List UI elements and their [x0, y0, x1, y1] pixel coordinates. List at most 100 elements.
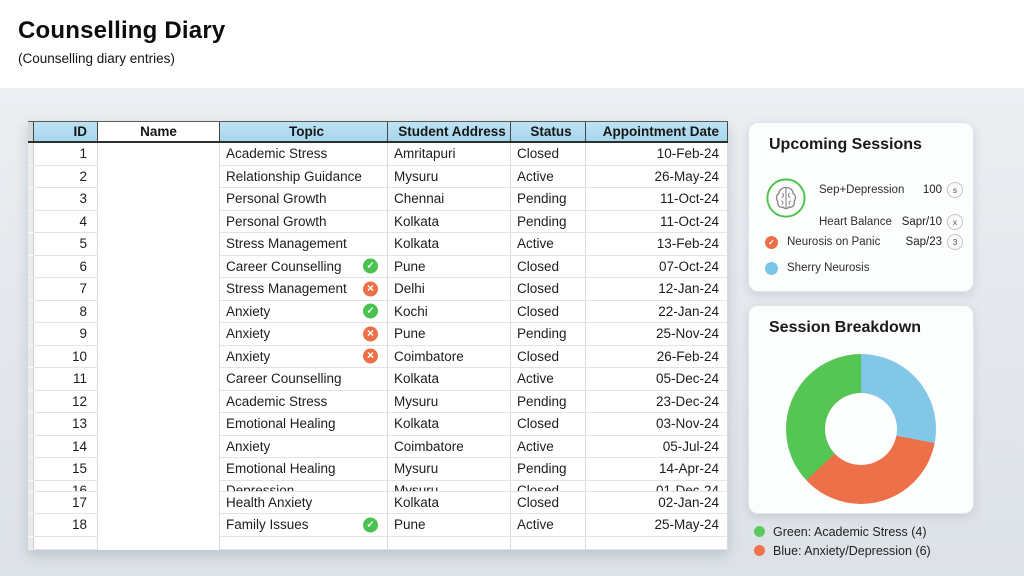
session-badge[interactable]: x [947, 214, 963, 230]
table-row[interactable]: 18 Family Issues ✓ Pune Active 25-May-24 [28, 514, 728, 537]
cell-date[interactable] [586, 536, 728, 550]
cell-name[interactable] [98, 278, 220, 301]
table-row[interactable]: 16 Depression Mysuru Closed 01-Dec-24 [28, 480, 728, 492]
cell-status[interactable]: Closed [511, 413, 586, 436]
cell-topic[interactable]: Anxiety [220, 435, 388, 458]
cell-address[interactable] [388, 536, 511, 550]
cell-date[interactable]: 26-May-24 [586, 165, 728, 188]
cell-status[interactable]: Pending [511, 323, 586, 346]
table-row[interactable]: 8 Anxiety ✓ Kochi Closed 22-Jan-24 [28, 300, 728, 323]
cell-status[interactable]: Active [511, 435, 586, 458]
session-item[interactable]: Sep+Depression 100 s [819, 180, 963, 200]
cell-status[interactable]: Active [511, 514, 586, 537]
cell-date[interactable]: 23-Dec-24 [586, 390, 728, 413]
cell-address[interactable]: Kolkata [388, 210, 511, 233]
cell-topic[interactable]: Emotional Healing [220, 458, 388, 481]
cell-name[interactable] [98, 480, 220, 492]
cell-id[interactable]: 14 [34, 435, 98, 458]
cell-id[interactable]: 10 [34, 345, 98, 368]
cell-topic[interactable]: Family Issues ✓ [220, 514, 388, 537]
table-row[interactable]: 13 Emotional Healing Kolkata Closed 03-N… [28, 413, 728, 436]
cell-date[interactable]: 01-Dec-24 [586, 480, 728, 492]
cell-name[interactable] [98, 165, 220, 188]
cell-address[interactable]: Coimbatore [388, 345, 511, 368]
cell-status[interactable]: Closed [511, 480, 586, 492]
cell-name[interactable] [98, 458, 220, 481]
cell-date[interactable]: 03-Nov-24 [586, 413, 728, 436]
cell-status[interactable]: Closed [511, 278, 586, 301]
table-row[interactable]: 5 Stress Management Kolkata Active 13-Fe… [28, 233, 728, 256]
cell-id[interactable]: 5 [34, 233, 98, 256]
cell-status[interactable]: Active [511, 368, 586, 391]
cell-topic[interactable]: Stress Management [220, 233, 388, 256]
cell-id[interactable]: 15 [34, 458, 98, 481]
cell-status[interactable]: Closed [511, 491, 586, 514]
cell-topic[interactable] [220, 536, 388, 550]
cell-name[interactable] [98, 368, 220, 391]
cell-status[interactable]: Active [511, 233, 586, 256]
donut-chart[interactable] [786, 354, 936, 504]
column-header-status[interactable]: Status [511, 122, 586, 141]
cell-date[interactable]: 12-Jan-24 [586, 278, 728, 301]
cell-topic[interactable]: Personal Growth [220, 188, 388, 211]
table-row[interactable]: 9 Anxiety ✕ Pune Pending 25-Nov-24 [28, 323, 728, 346]
cell-id[interactable]: 18 [34, 514, 98, 537]
cell-address[interactable]: Kochi [388, 300, 511, 323]
session-item[interactable]: Heart Balance Sapr/10 x [819, 212, 963, 232]
cell-address[interactable]: Kolkata [388, 491, 511, 514]
cell-topic[interactable]: Personal Growth [220, 210, 388, 233]
table-row[interactable]: 14 Anxiety Coimbatore Active 05-Jul-24 [28, 435, 728, 458]
cell-topic[interactable]: Relationship Guidance [220, 165, 388, 188]
cell-name[interactable] [98, 491, 220, 514]
cell-id[interactable]: 2 [34, 165, 98, 188]
cell-id[interactable] [34, 536, 98, 550]
cell-name[interactable] [98, 435, 220, 458]
cell-topic[interactable]: Career Counselling [220, 368, 388, 391]
cell-address[interactable]: Mysuru [388, 165, 511, 188]
cell-name[interactable] [98, 345, 220, 368]
cell-id[interactable]: 16 [34, 480, 98, 492]
table-row[interactable]: 12 Academic Stress Mysuru Pending 23-Dec… [28, 390, 728, 413]
session-badge[interactable]: s [947, 182, 963, 198]
table-row[interactable]: 10 Anxiety ✕ Coimbatore Closed 26-Feb-24 [28, 345, 728, 368]
table-row[interactable]: 15 Emotional Healing Mysuru Pending 14-A… [28, 458, 728, 481]
cell-date[interactable]: 14-Apr-24 [586, 458, 728, 481]
cell-date[interactable]: 10-Feb-24 [586, 143, 728, 166]
column-header-date[interactable]: Appointment Date [586, 122, 728, 141]
cell-id[interactable]: 3 [34, 188, 98, 211]
cell-status[interactable]: Pending [511, 210, 586, 233]
cell-id[interactable]: 11 [34, 368, 98, 391]
cell-date[interactable]: 07-Oct-24 [586, 255, 728, 278]
cell-name[interactable] [98, 143, 220, 166]
cell-id[interactable]: 6 [34, 255, 98, 278]
cell-topic[interactable]: Emotional Healing [220, 413, 388, 436]
table-row[interactable]: 6 Career Counselling ✓ Pune Closed 07-Oct… [28, 255, 728, 278]
table-row[interactable]: 4 Personal Growth Kolkata Pending 11-Oct… [28, 210, 728, 233]
cell-topic[interactable]: Academic Stress [220, 390, 388, 413]
cell-topic[interactable]: Health Anxiety [220, 491, 388, 514]
cell-name[interactable] [98, 255, 220, 278]
cell-topic[interactable]: Stress Management ✕ [220, 278, 388, 301]
cell-address[interactable]: Pune [388, 514, 511, 537]
cell-status[interactable]: Closed [511, 345, 586, 368]
cell-topic[interactable]: Career Counselling ✓ [220, 255, 388, 278]
cell-id[interactable]: 17 [34, 491, 98, 514]
cell-address[interactable]: Kolkata [388, 413, 511, 436]
session-item[interactable]: ✓ Neurosis on Panic Sap/23 3 [765, 232, 963, 252]
cell-status[interactable]: Pending [511, 188, 586, 211]
cell-date[interactable]: 11-Oct-24 [586, 210, 728, 233]
column-header-id[interactable]: ID [34, 122, 98, 141]
cell-status[interactable]: Closed [511, 143, 586, 166]
table-row[interactable]: 11 Career Counselling Kolkata Active 05-… [28, 368, 728, 391]
cell-address[interactable]: Pune [388, 323, 511, 346]
cell-address[interactable]: Amritapuri [388, 143, 511, 166]
table-row[interactable]: 17 Health Anxiety Kolkata Closed 02-Jan-… [28, 491, 728, 514]
cell-date[interactable]: 02-Jan-24 [586, 491, 728, 514]
cell-status[interactable]: Active [511, 165, 586, 188]
cell-date[interactable]: 11-Oct-24 [586, 188, 728, 211]
cell-date[interactable]: 25-Nov-24 [586, 323, 728, 346]
table-row[interactable]: 7 Stress Management ✕ Delhi Closed 12-Jan… [28, 278, 728, 301]
cell-name[interactable] [98, 210, 220, 233]
cell-address[interactable]: Delhi [388, 278, 511, 301]
cell-id[interactable]: 1 [34, 143, 98, 166]
